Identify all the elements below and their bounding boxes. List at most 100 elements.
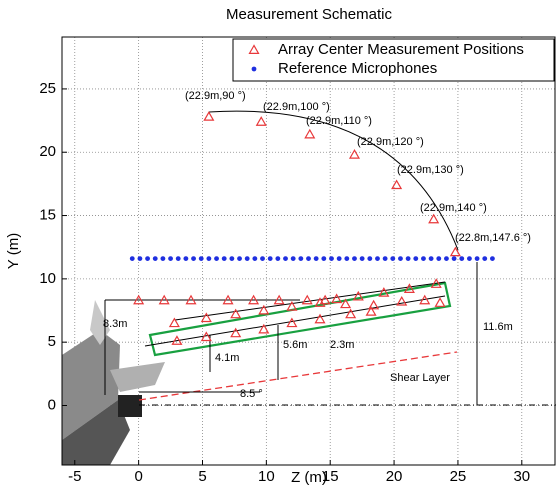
- dot-marker: [336, 256, 342, 261]
- dot-marker: [398, 256, 403, 261]
- dot-marker: [329, 256, 334, 261]
- triangle-marker: [430, 278, 442, 288]
- dot-marker: [474, 256, 480, 261]
- annotation: 2.3m: [330, 339, 354, 351]
- triangle-marker: [365, 306, 377, 316]
- dot-marker: [467, 256, 472, 261]
- x-tick-label: 10: [258, 468, 275, 485]
- y-tick-label: 0: [48, 396, 56, 413]
- triangle-marker: [203, 111, 215, 121]
- triangle-marker: [348, 149, 361, 159]
- triangle-marker: [258, 323, 270, 334]
- triangle-marker: [200, 331, 212, 342]
- legend-box: [232, 38, 555, 82]
- annotation: 8.3m: [103, 318, 127, 330]
- y-tick-label: 5: [48, 333, 56, 350]
- dot-marker: [428, 256, 434, 261]
- y-tick-label: 15: [39, 207, 56, 224]
- y-tick-label: 10: [39, 270, 56, 287]
- dot-marker: [137, 256, 143, 261]
- dot-marker: [290, 256, 296, 261]
- dot-marker: [267, 256, 273, 261]
- triangle-marker: [200, 312, 212, 323]
- triangle-marker: [301, 294, 313, 305]
- dot-marker: [313, 256, 319, 261]
- dot-marker: [237, 256, 242, 261]
- x-tick-label: 25: [450, 468, 467, 485]
- annotation: 5.6m: [283, 339, 307, 351]
- dot-marker: [321, 256, 327, 261]
- annotation: (22.9m,130 °): [397, 164, 464, 176]
- dot-marker: [413, 256, 419, 261]
- dot-marker: [405, 256, 411, 261]
- dot-marker: [168, 256, 173, 261]
- dot-marker: [451, 256, 457, 261]
- triangle-marker: [428, 213, 440, 224]
- dot-marker: [283, 256, 288, 261]
- x-tick-label: 0: [134, 468, 142, 485]
- x-tick-label: 20: [386, 468, 403, 485]
- triangle-marker: [368, 299, 380, 310]
- dot-marker: [229, 256, 235, 261]
- dot-marker: [382, 256, 388, 261]
- triangle-marker: [286, 301, 298, 311]
- annotation: (22.9m,140 °): [420, 202, 487, 214]
- dot-marker: [352, 256, 357, 261]
- dot-marker: [214, 256, 219, 261]
- annotation: (22.8m,147.6 °): [455, 232, 531, 244]
- legend-label: Array Center Measurement Positions: [278, 41, 524, 58]
- triangle-marker: [314, 297, 326, 307]
- dot-marker: [244, 256, 250, 261]
- triangle-marker: [352, 290, 364, 301]
- dot-marker: [251, 66, 257, 72]
- annotation: 11.6m: [483, 321, 513, 333]
- triangle-marker: [331, 293, 343, 304]
- triangle-marker: [434, 297, 446, 307]
- triangle-marker: [185, 294, 197, 305]
- triangle-marker: [255, 116, 267, 126]
- y-axis-label: Y (m): [5, 233, 22, 269]
- dot-marker: [183, 256, 189, 261]
- dot-marker: [206, 256, 212, 261]
- dot-marker: [344, 256, 350, 261]
- data-marks: [129, 111, 495, 345]
- dot-marker: [359, 256, 365, 261]
- y-tick-label: 25: [39, 80, 56, 97]
- dot-marker: [436, 256, 442, 261]
- triangle-marker: [230, 308, 242, 319]
- dot-marker: [152, 256, 158, 261]
- dot-marker: [252, 256, 258, 261]
- chart-title: Measurement Schematic: [226, 6, 392, 23]
- annotation: 8.5 °: [240, 388, 263, 400]
- triangle-marker: [248, 44, 260, 54]
- dot-marker: [421, 256, 426, 261]
- triangle-marker: [258, 304, 270, 315]
- legend: Array Center Measurement Positions Refere…: [232, 38, 555, 82]
- x-tick-label: 15: [322, 468, 339, 485]
- plot-frame: [61, 36, 556, 466]
- triangle-marker: [319, 294, 331, 305]
- legend-label: Reference Microphones: [278, 60, 437, 77]
- dot-marker: [367, 256, 373, 261]
- annotation: (22.9m,100 °): [263, 101, 330, 113]
- dot-marker: [175, 256, 181, 261]
- dot-marker: [260, 256, 265, 261]
- dot-marker: [375, 256, 380, 261]
- dot-marker: [221, 256, 227, 261]
- triangle-marker: [403, 283, 415, 293]
- dot-marker: [490, 256, 495, 261]
- dot-marker: [459, 256, 465, 261]
- triangle-marker: [230, 327, 242, 338]
- annotation: (22.9m,90 °): [185, 90, 246, 102]
- triangle-marker: [304, 128, 316, 139]
- triangle-marker: [396, 295, 408, 306]
- annotation: (22.9m,120 °): [357, 136, 424, 148]
- x-axis-label: Z (m): [291, 469, 327, 486]
- x-tick-label: 5: [198, 468, 206, 485]
- annotation: (22.9m,110 °): [306, 115, 372, 127]
- dot-marker: [129, 256, 135, 261]
- dot-marker: [160, 256, 166, 261]
- triangle-marker: [314, 313, 326, 324]
- triangle-marker: [449, 246, 461, 257]
